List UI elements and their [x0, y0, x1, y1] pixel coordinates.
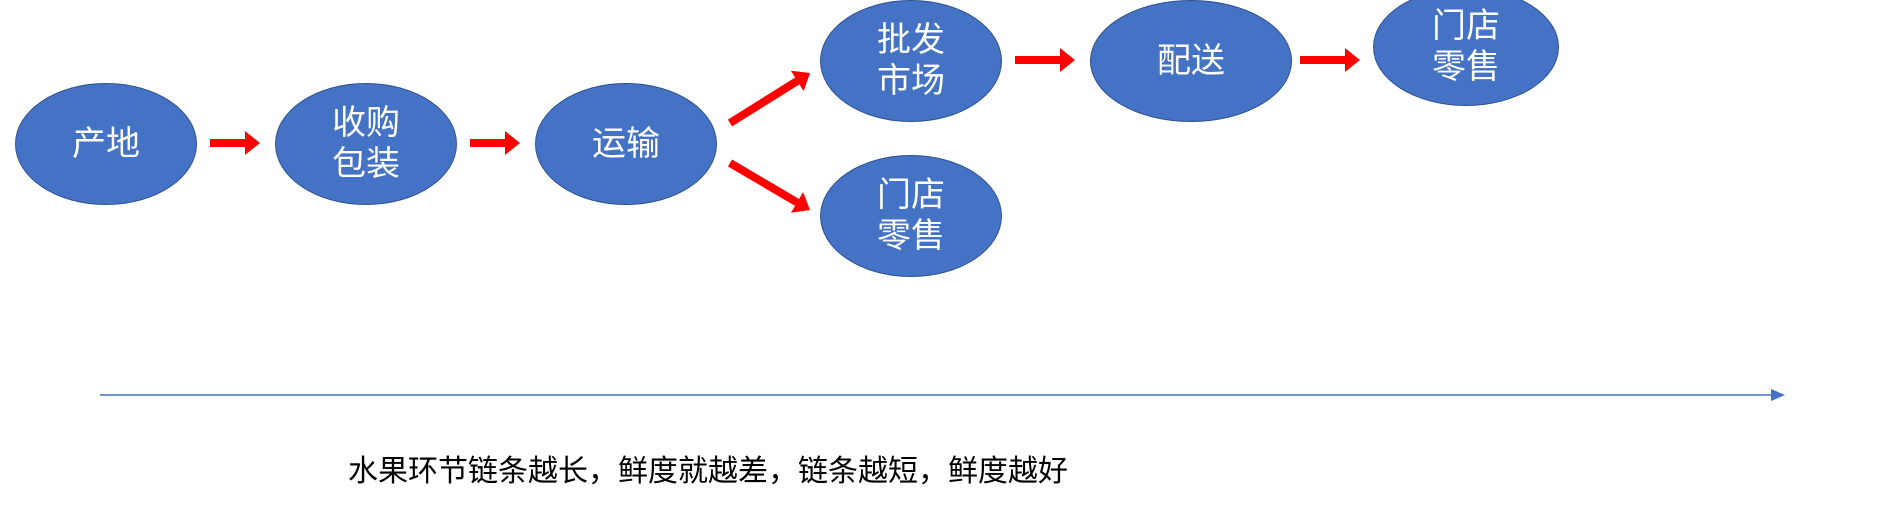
- timeline-arrow: [0, 0, 1879, 511]
- flowchart-canvas: 水果环节链条越长，鲜度就越差，链条越短，鲜度越好 产地收购 包装运输批发 市场门…: [0, 0, 1879, 511]
